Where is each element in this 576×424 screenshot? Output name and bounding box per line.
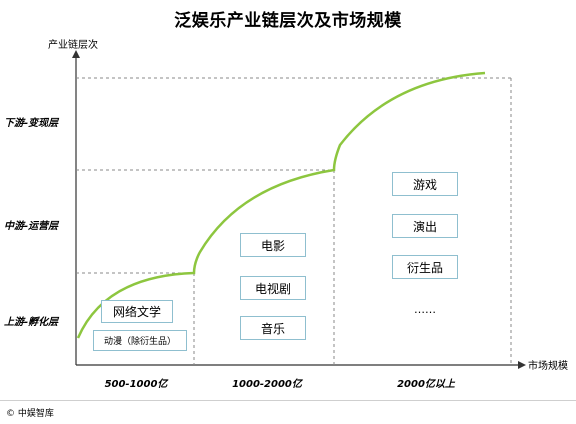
- scale-range-2: 1000-2000亿: [232, 379, 302, 390]
- segment-more: ……: [414, 303, 436, 316]
- copyright-text: © 中娱智库: [6, 409, 54, 419]
- x-axis-label: 市场规模: [528, 361, 568, 372]
- tier-midstream: 中游-运营层: [4, 221, 59, 232]
- growth-curve: [76, 71, 486, 339]
- segment-games: 游戏: [392, 172, 458, 196]
- segment-animation: 动漫（除衍生品）: [93, 330, 187, 351]
- segment-web-literature: 网络文学: [101, 300, 173, 323]
- tier-upstream: 上游-孵化层: [4, 317, 59, 328]
- tier-downstream: 下游-变现层: [4, 118, 59, 129]
- segment-tv-drama: 电视剧: [240, 276, 306, 300]
- segment-merchandise: 衍生品: [392, 255, 458, 279]
- footer-divider: [0, 400, 576, 401]
- scale-range-1: 500-1000亿: [104, 379, 168, 390]
- segment-music: 音乐: [240, 316, 306, 340]
- segment-performance: 演出: [392, 214, 458, 238]
- y-axis-label: 产业链层次: [48, 40, 98, 51]
- x-axis-arrow: [518, 361, 526, 369]
- scale-range-3: 2000亿以上: [397, 379, 455, 390]
- segment-film: 电影: [240, 233, 306, 257]
- y-axis-arrow: [72, 50, 80, 58]
- diagram-title: 泛娱乐产业链层次及市场规模: [174, 11, 402, 31]
